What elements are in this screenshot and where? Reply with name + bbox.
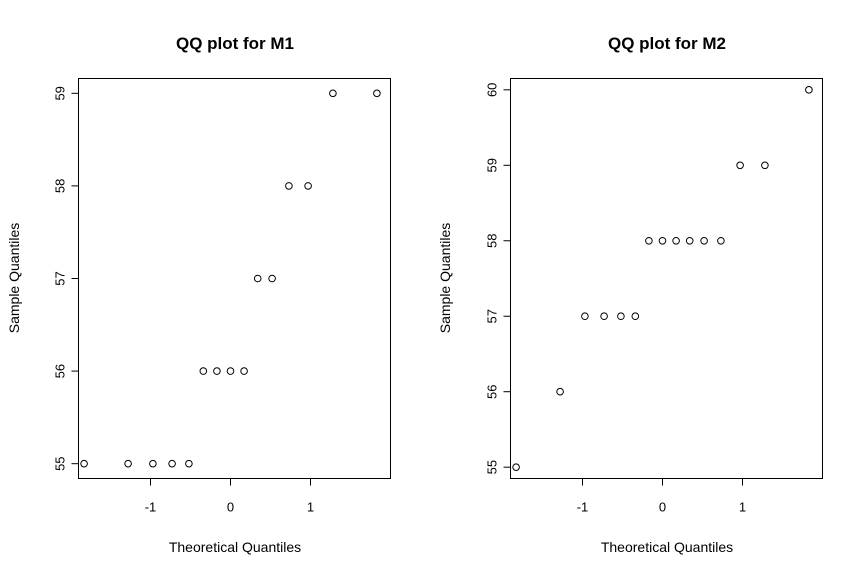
- plot-marks-m1: -1 0 1 55 56 57 58 59: [53, 86, 381, 515]
- y-tick-label-m1: 56: [53, 364, 68, 378]
- data-point-m2: [685, 236, 694, 245]
- data-point-m2: [556, 387, 564, 396]
- data-point-m1: [240, 367, 248, 375]
- data-point-m1: [226, 367, 235, 375]
- y-axis-label-m1: Sample Quantiles: [6, 223, 22, 334]
- data-point-m2: [700, 236, 708, 245]
- data-point-m2: [600, 312, 608, 321]
- y-tick-label-m2: 58: [485, 234, 500, 248]
- data-point-m2: [631, 312, 640, 321]
- chart-title-m1: QQ plot for M1: [176, 34, 294, 53]
- y-tick-label-m2: 60: [485, 83, 500, 97]
- qq-plot-m1: QQ plot for M1 Theoretical Quantiles Sam…: [6, 34, 391, 555]
- plot-frame-m2: [510, 78, 823, 479]
- plot-marks-m2: -1 0 1 55 56 57 58 59 60: [485, 83, 813, 515]
- x-tick-label-m2: 0: [659, 500, 666, 515]
- data-point-m2: [581, 312, 589, 321]
- data-point-m1: [285, 182, 293, 190]
- y-tick-label-m1: 58: [53, 179, 68, 193]
- data-point-m1: [373, 89, 381, 98]
- y-tick-label-m1: 57: [53, 271, 68, 285]
- data-point-m2: [805, 86, 813, 94]
- data-point-m2: [717, 236, 725, 245]
- x-tick-label-m1: 1: [307, 500, 314, 515]
- data-point-m1: [199, 367, 208, 375]
- y-tick-label-m1: 55: [53, 456, 68, 470]
- data-point-m2: [512, 463, 520, 471]
- data-point-m1: [185, 459, 193, 468]
- data-point-m1: [329, 89, 337, 98]
- chart-title-m2: QQ plot for M2: [608, 34, 726, 53]
- x-axis-label-m1: Theoretical Quantiles: [169, 539, 301, 555]
- data-point-m1: [213, 367, 221, 375]
- data-point-m1: [168, 459, 176, 468]
- qq-plot-m2: QQ plot for M2 Theoretical Quantiles Sam…: [437, 34, 823, 555]
- data-point-m2: [645, 236, 653, 245]
- x-tick-label-m1: 0: [227, 500, 234, 515]
- data-point-m2: [658, 236, 667, 245]
- y-tick-label-m2: 55: [485, 460, 500, 474]
- y-tick-label-m2: 59: [485, 158, 500, 172]
- data-point-m1: [80, 459, 88, 468]
- data-point-m2: [761, 161, 769, 170]
- plot-frame-m1: [78, 78, 391, 479]
- x-tick-label-m2: -1: [577, 500, 589, 515]
- y-axis-label-m2: Sample Quantiles: [437, 223, 453, 334]
- data-point-m1: [149, 459, 157, 468]
- x-axis-label-m2: Theoretical Quantiles: [601, 539, 733, 555]
- y-tick-label-m2: 57: [485, 309, 500, 323]
- x-tick-label-m1: -1: [145, 500, 157, 515]
- data-point-m1: [304, 182, 312, 190]
- y-tick-label-m1: 59: [53, 86, 68, 100]
- data-point-m2: [617, 312, 625, 321]
- y-tick-label-m2: 56: [485, 384, 500, 398]
- data-point-m2: [672, 236, 680, 245]
- x-tick-label-m2: 1: [739, 500, 746, 515]
- data-point-m1: [253, 274, 262, 283]
- data-point-m1: [124, 459, 132, 468]
- data-point-m2: [736, 161, 744, 170]
- data-point-m1: [268, 274, 276, 283]
